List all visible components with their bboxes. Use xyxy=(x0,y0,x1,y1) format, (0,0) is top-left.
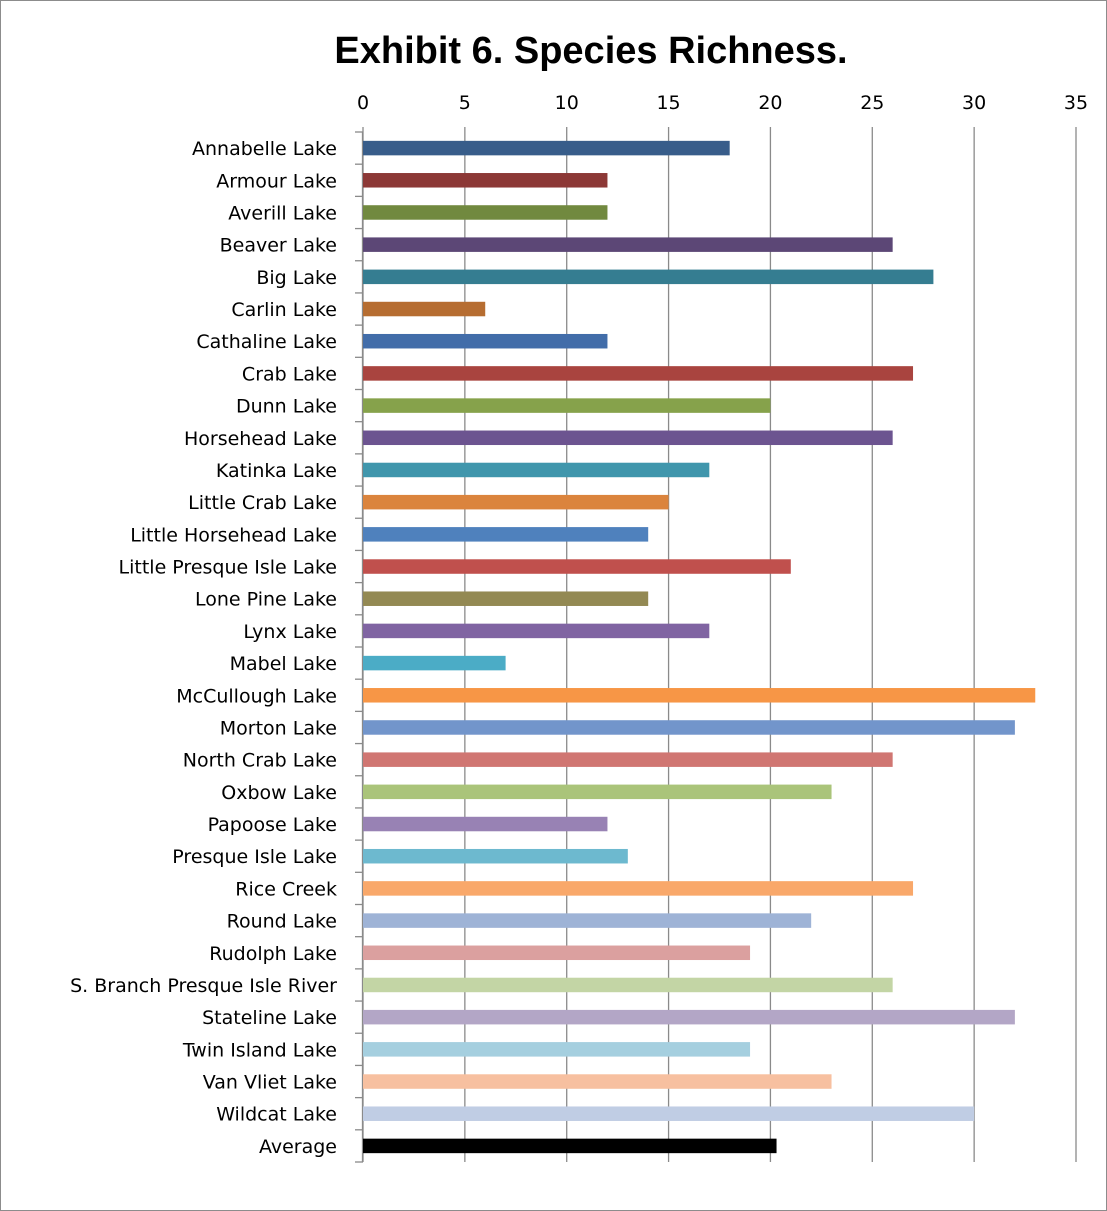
bar xyxy=(363,752,893,767)
category-label: Carlin Lake xyxy=(231,299,337,321)
category-label: Average xyxy=(259,1136,337,1158)
x-tick-label: 20 xyxy=(758,92,782,114)
category-label: North Crab Lake xyxy=(183,750,337,772)
category-label: Mabel Lake xyxy=(230,653,337,675)
x-tick-label: 10 xyxy=(555,92,579,114)
category-label: Averill Lake xyxy=(228,202,337,224)
category-label: Twin Island Lake xyxy=(182,1039,337,1061)
category-label: Dunn Lake xyxy=(236,396,337,418)
bar xyxy=(363,430,893,446)
bar xyxy=(363,366,914,381)
category-label: Round Lake xyxy=(227,911,337,933)
bar xyxy=(363,784,832,800)
category-label: Presque Isle Lake xyxy=(172,846,337,868)
category-label: Cathaline Lake xyxy=(196,331,337,353)
category-label: Little Horsehead Lake xyxy=(130,524,337,546)
bar xyxy=(363,205,608,220)
bar xyxy=(363,173,608,188)
bar xyxy=(363,623,710,639)
bar xyxy=(363,591,649,606)
x-tick-label: 15 xyxy=(656,92,680,114)
x-tick-label: 35 xyxy=(1064,92,1088,114)
x-tick-label: 0 xyxy=(357,92,369,114)
bar xyxy=(363,527,649,542)
category-label: Rudolph Lake xyxy=(209,943,337,965)
category-label: McCullough Lake xyxy=(176,685,337,707)
bar xyxy=(363,140,730,156)
bar xyxy=(363,301,486,317)
category-label: Lynx Lake xyxy=(243,621,337,643)
category-label: Annabelle Lake xyxy=(192,138,337,160)
category-axis xyxy=(355,131,364,1163)
category-label: Van Vliet Lake xyxy=(203,1072,337,1094)
bar xyxy=(363,237,893,252)
category-label: Stateline Lake xyxy=(202,1007,337,1029)
x-tick-label: 5 xyxy=(459,92,471,114)
category-labels: Annabelle Lake Armour Lake Averill Lake Bea… xyxy=(70,138,337,1158)
bar xyxy=(363,655,506,671)
x-tick-label: 25 xyxy=(860,92,884,114)
bar xyxy=(363,881,914,896)
bar xyxy=(363,494,669,510)
category-label: Little Crab Lake xyxy=(188,492,337,514)
bar xyxy=(363,1042,751,1057)
bar xyxy=(363,398,771,413)
category-label: Wildcat Lake xyxy=(216,1104,337,1126)
category-label: Rice Creek xyxy=(235,878,337,900)
bar xyxy=(363,462,710,478)
category-label: Crab Lake xyxy=(242,363,337,385)
category-label: Morton Lake xyxy=(220,717,337,739)
bar xyxy=(363,688,1036,703)
bar xyxy=(363,816,608,832)
category-label: Papoose Lake xyxy=(208,814,337,836)
bar xyxy=(363,333,608,349)
bar xyxy=(363,1138,777,1154)
category-label: Lone Pine Lake xyxy=(195,589,337,611)
chart-title: Exhibit 6. Species Richness. xyxy=(334,30,847,72)
x-tick-label: 30 xyxy=(962,92,986,114)
bar xyxy=(363,269,934,285)
bar xyxy=(363,913,812,928)
category-label: Katinka Lake xyxy=(216,460,337,482)
category-label: Armour Lake xyxy=(216,170,337,192)
bar xyxy=(363,1009,1015,1025)
category-label: Beaver Lake xyxy=(220,235,337,257)
bar xyxy=(363,848,628,864)
category-label: Big Lake xyxy=(256,267,337,289)
bar xyxy=(363,1074,832,1089)
category-label: S. Branch Presque Isle River xyxy=(70,975,337,997)
x-tick-labels: 0 5 10 15 20 25 30 35 xyxy=(357,92,1088,114)
bar xyxy=(363,559,791,574)
category-label: Oxbow Lake xyxy=(221,782,337,804)
bars xyxy=(363,140,1036,1154)
category-label: Little Presque Isle Lake xyxy=(119,557,337,579)
grid-layer xyxy=(362,127,1077,1162)
bar xyxy=(363,977,893,993)
bar xyxy=(363,945,751,961)
bar xyxy=(363,1106,975,1121)
category-label: Horsehead Lake xyxy=(184,428,337,450)
bar xyxy=(363,720,1015,735)
